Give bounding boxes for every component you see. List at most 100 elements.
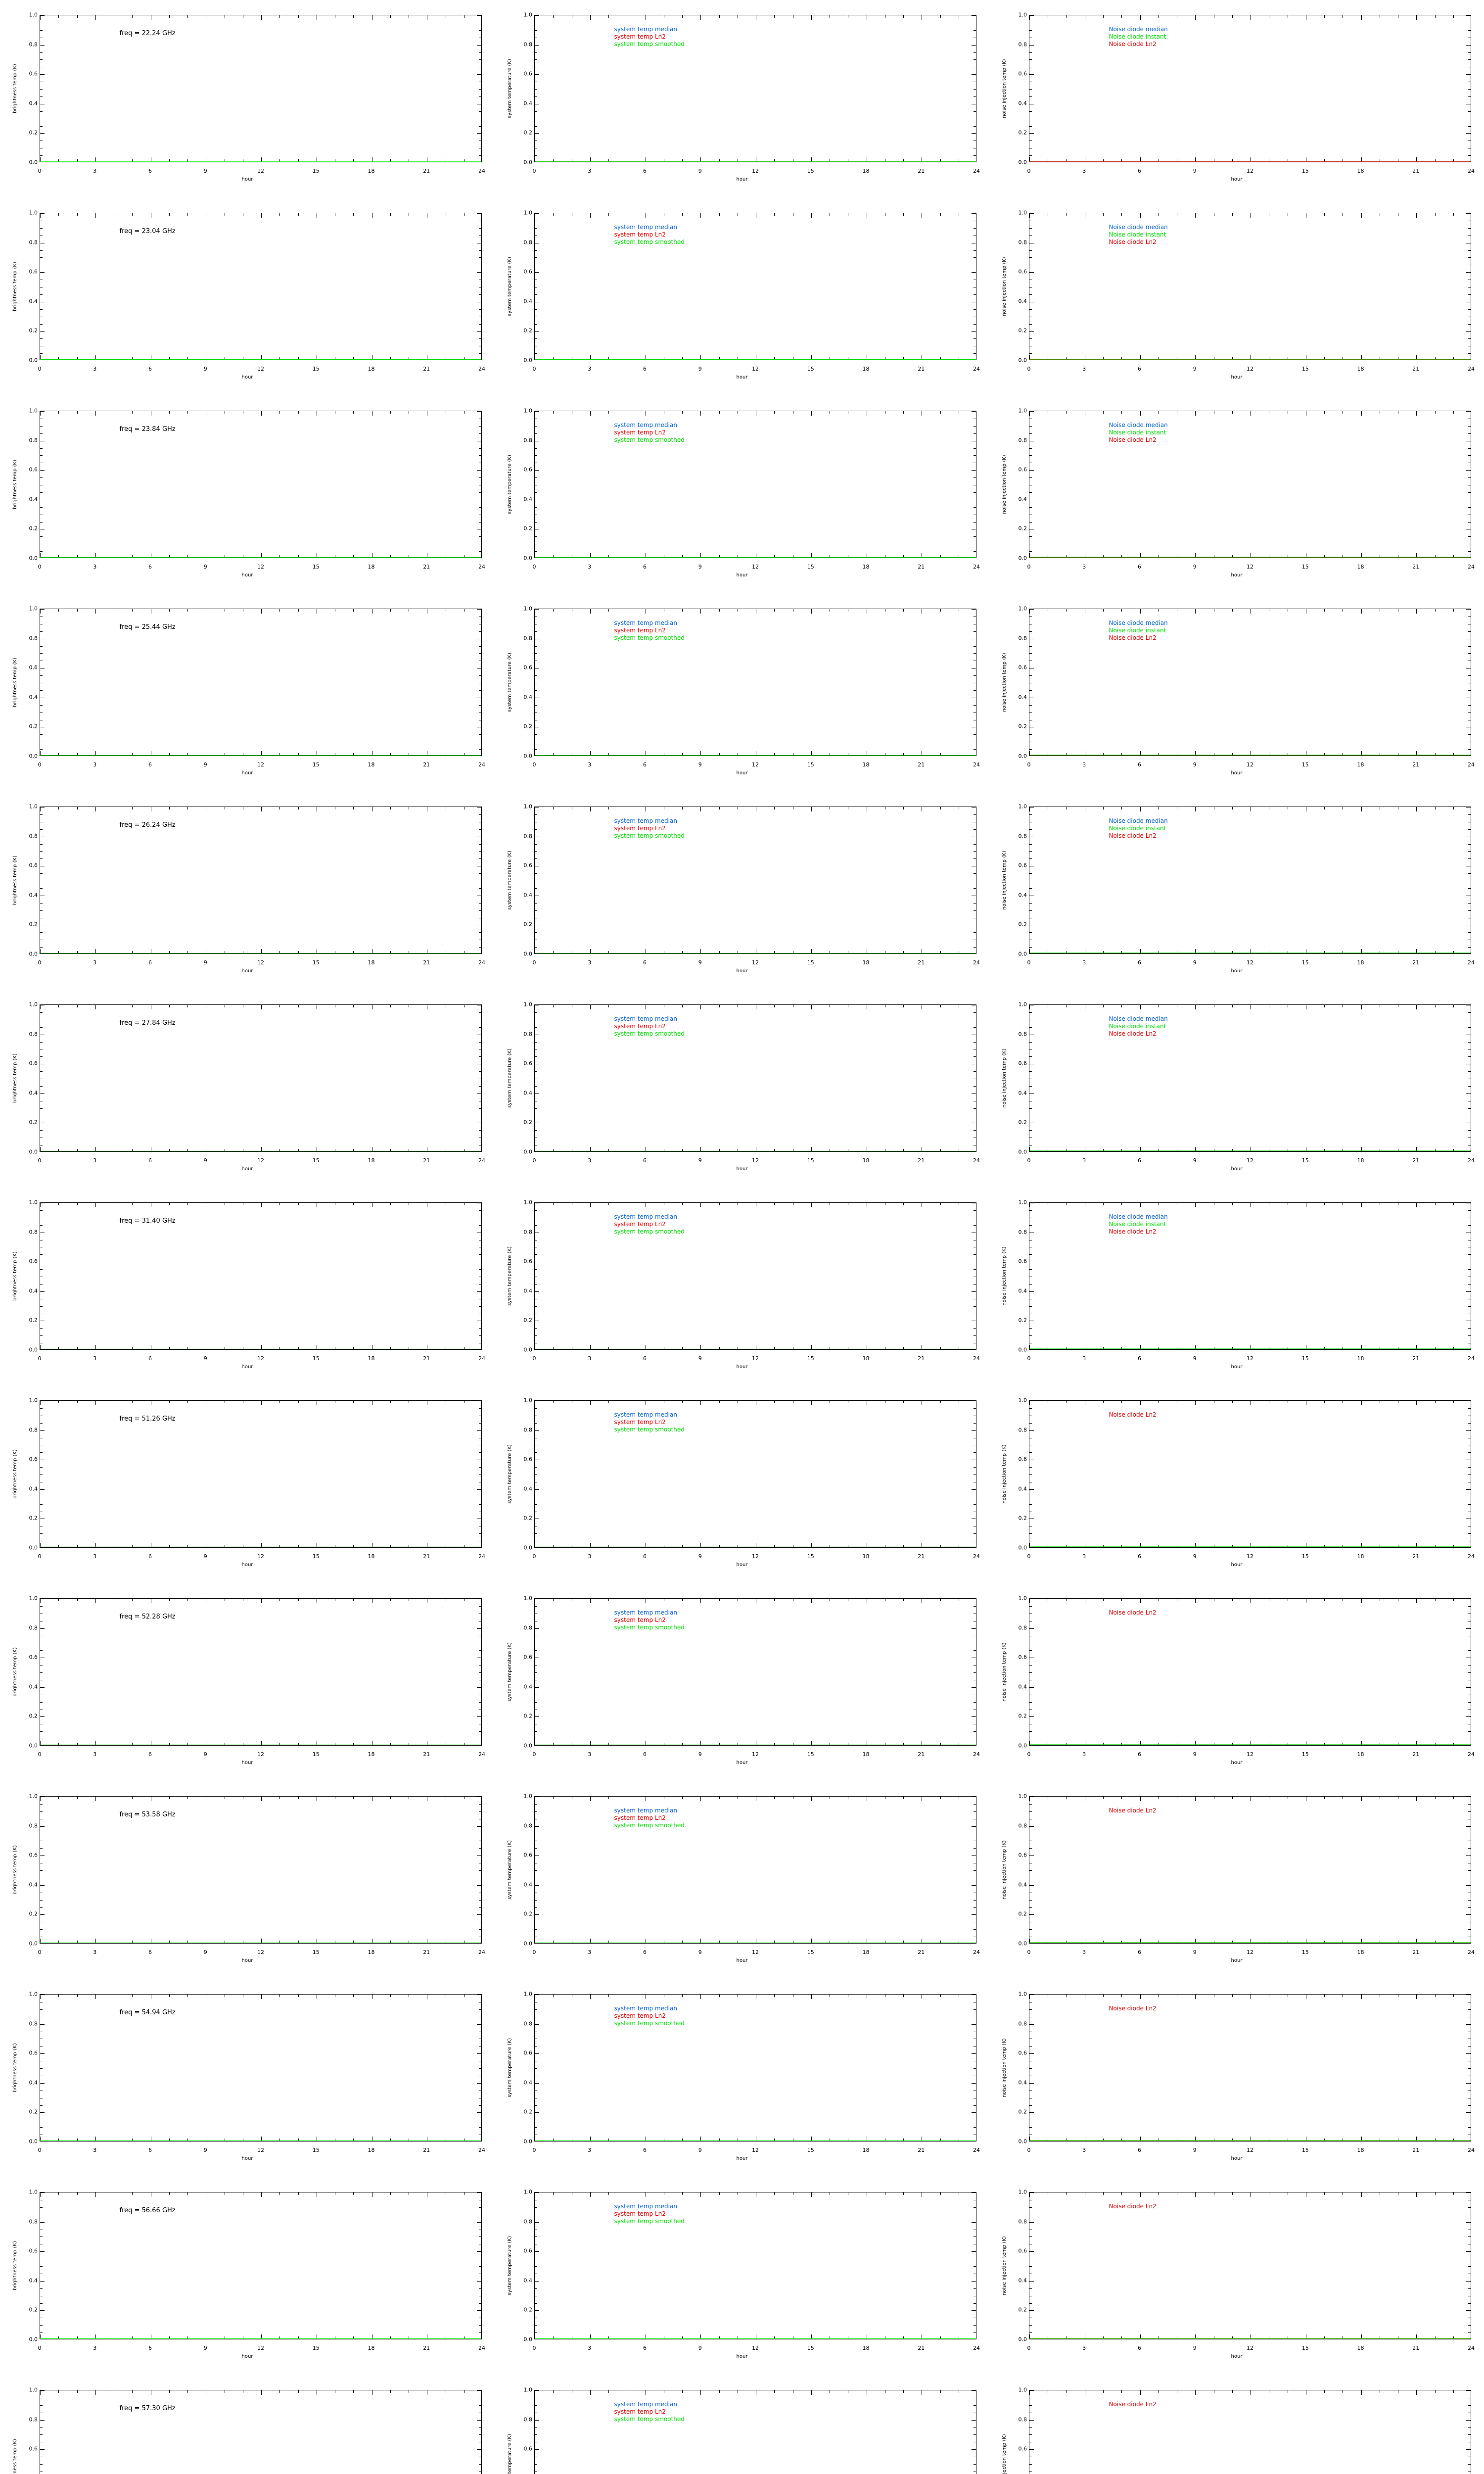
panel-r7-c0-brightness: freq = 51.26 GHz 0.0 0.2 0.4 0.6 0.8 1.0 0 3 6 9 12… bbox=[0, 1385, 495, 1583]
y-tick-minor bbox=[1029, 653, 1032, 654]
y-tick-label: 1.0 bbox=[29, 407, 38, 414]
x-tick-label: 24 bbox=[478, 1751, 485, 1758]
panel-r2-c0-brightness: freq = 23.84 GHz 0.0 0.2 0.4 0.6 0.8 1.0 0 3 6 9 12… bbox=[0, 396, 495, 594]
y-axis-title: system temperature (K) bbox=[507, 1642, 512, 1702]
y-axis-title: noise injection temp (K) bbox=[1002, 1444, 1007, 1504]
y-tick-label: 0.0 bbox=[523, 951, 533, 957]
y-tick-right bbox=[1466, 470, 1471, 471]
y-tick-label: 1.0 bbox=[1018, 2189, 1027, 2195]
x-tick-top bbox=[811, 807, 812, 811]
y-tick-label: 0.4 bbox=[29, 694, 38, 701]
x-tick-label: 9 bbox=[698, 959, 702, 966]
y-axis-title: brightness temp (K) bbox=[12, 1449, 18, 1499]
panel-r5-c0-brightness: freq = 27.84 GHz 0.0 0.2 0.4 0.6 0.8 1.0 0 3 6 9 12… bbox=[0, 990, 495, 1188]
x-tick-top bbox=[1416, 213, 1417, 218]
x-tick-top bbox=[298, 213, 299, 216]
y-tick-minor bbox=[1029, 522, 1032, 523]
x-tick-label: 18 bbox=[1357, 168, 1364, 174]
x-tick-top bbox=[1416, 15, 1417, 20]
x-tick-top bbox=[187, 15, 188, 18]
x-tick bbox=[298, 159, 299, 162]
x-tick-label: 24 bbox=[478, 2345, 485, 2351]
x-tick-label: 18 bbox=[862, 1355, 870, 1362]
x-tick-top bbox=[1121, 15, 1122, 18]
y-tick-minor-right bbox=[1468, 507, 1471, 508]
x-tick-top bbox=[353, 807, 354, 809]
y-tick-right bbox=[477, 331, 481, 332]
y-tick-right bbox=[972, 45, 976, 46]
x-tick-label: 21 bbox=[423, 1157, 430, 1164]
y-axis-title: brightness temp (K) bbox=[12, 658, 18, 707]
y-tick-label: 1.0 bbox=[29, 1397, 38, 1404]
y-tick-label: 0.4 bbox=[523, 2277, 533, 2284]
x-tick bbox=[1453, 951, 1454, 953]
x-tick-label: 24 bbox=[478, 2147, 485, 2153]
x-tick bbox=[811, 355, 812, 360]
legend-entry: system temp smoothed bbox=[614, 40, 685, 48]
y-tick-minor bbox=[1029, 338, 1032, 339]
x-tick-top bbox=[682, 411, 683, 414]
y-tick-label: 0.6 bbox=[29, 1852, 38, 1858]
x-tick-label: 12 bbox=[257, 168, 264, 174]
x-tick-label: 3 bbox=[1082, 2147, 1086, 2153]
y-tick bbox=[1029, 213, 1034, 214]
x-tick-label: 12 bbox=[752, 1553, 759, 1560]
y-tick-label: 1.0 bbox=[29, 209, 38, 216]
x-tick-label: 9 bbox=[698, 1355, 702, 1362]
x-tick bbox=[553, 555, 554, 558]
x-tick-top bbox=[1195, 807, 1196, 811]
x-tick-top bbox=[390, 213, 391, 216]
x-tick-label: 3 bbox=[1082, 761, 1086, 768]
x-tick bbox=[298, 357, 299, 360]
y-tick-right bbox=[1466, 213, 1471, 214]
x-tick-top bbox=[1195, 213, 1196, 218]
y-tick-minor-right bbox=[1468, 96, 1471, 97]
x-tick-label: 3 bbox=[588, 761, 592, 768]
x-tick-label: 21 bbox=[423, 2345, 430, 2351]
x-tick-label: 18 bbox=[368, 1949, 375, 1955]
x-tick bbox=[590, 157, 591, 162]
legend-entry: Noise diode median bbox=[1109, 421, 1168, 428]
x-tick-label: 12 bbox=[1247, 366, 1253, 372]
x-tick-label: 24 bbox=[478, 564, 485, 570]
x-tick-top bbox=[682, 213, 683, 216]
y-tick-minor bbox=[40, 228, 43, 229]
y-tick-minor bbox=[40, 873, 43, 874]
x-tick-top bbox=[1324, 609, 1325, 612]
y-tick-minor bbox=[535, 873, 537, 874]
y-axis-title: system temperature (K) bbox=[507, 455, 512, 514]
legend-entry: Noise diode median bbox=[1109, 1015, 1168, 1022]
y-tick-right bbox=[1466, 331, 1471, 332]
x-tick-label: 15 bbox=[807, 2345, 814, 2351]
x-tick-label: 15 bbox=[807, 564, 814, 570]
x-tick-top bbox=[95, 15, 96, 20]
y-tick-label: 1.0 bbox=[1018, 407, 1027, 414]
y-tick-label: 0.8 bbox=[1018, 1624, 1027, 1631]
y-tick-minor bbox=[1029, 52, 1032, 53]
x-tick-label: 18 bbox=[368, 959, 375, 966]
legend-systemp: system temp median system temp Ln2 system … bbox=[614, 1015, 685, 1038]
legend-entry: system temp smoothed bbox=[614, 634, 685, 641]
x-tick bbox=[58, 555, 59, 558]
y-tick-minor-right bbox=[1468, 675, 1471, 676]
y-axis-title: system temperature (K) bbox=[507, 59, 512, 118]
plot-traces bbox=[40, 2192, 481, 2339]
y-tick-minor-right bbox=[479, 433, 481, 434]
y-axis-title: noise injection temp (K) bbox=[1002, 1246, 1007, 1306]
x-tick bbox=[58, 753, 59, 756]
x-tick-label: 0 bbox=[38, 1355, 42, 1362]
x-tick-top bbox=[261, 213, 262, 218]
x-tick-top bbox=[1361, 609, 1362, 614]
y-tick-minor bbox=[535, 448, 537, 449]
x-tick-top bbox=[811, 213, 812, 218]
legend-systemp: system temp median system temp Ln2 system … bbox=[614, 224, 685, 246]
y-tick-minor-right bbox=[479, 155, 481, 156]
x-tick-label: 21 bbox=[918, 366, 925, 372]
y-tick bbox=[40, 272, 45, 273]
legend-entry: Noise diode Ln2 bbox=[1109, 1030, 1157, 1037]
y-tick-label: 0.0 bbox=[1018, 2138, 1027, 2145]
x-tick-label: 12 bbox=[752, 1157, 759, 1164]
plot-row-1: freq = 23.04 GHz 0.0 0.2 0.4 0.6 0.8 1.0 0 3 6 9 12… bbox=[0, 198, 1484, 396]
x-tick-label: 12 bbox=[257, 1355, 264, 1362]
y-tick-minor-right bbox=[479, 59, 481, 60]
